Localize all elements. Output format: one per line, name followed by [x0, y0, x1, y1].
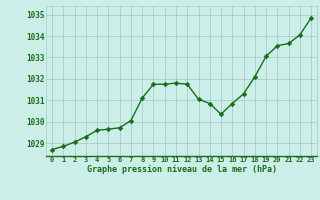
X-axis label: Graphe pression niveau de la mer (hPa): Graphe pression niveau de la mer (hPa)	[87, 165, 276, 174]
